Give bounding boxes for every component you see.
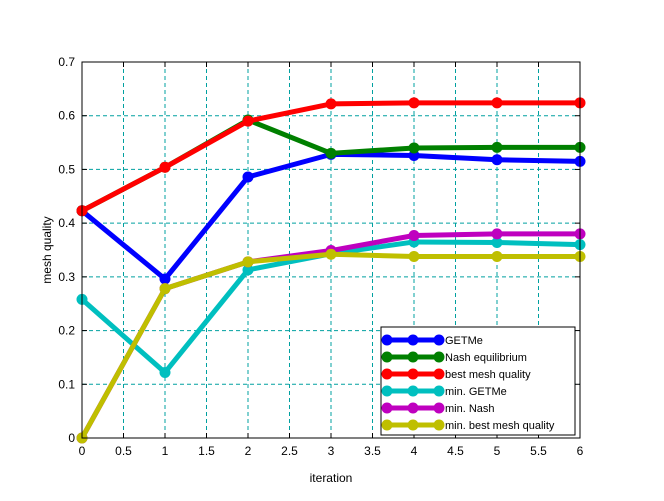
data-point bbox=[242, 264, 254, 276]
data-point bbox=[242, 171, 254, 183]
x-tick-label: 3 bbox=[328, 444, 335, 458]
x-tick-label: 3.5 bbox=[364, 444, 381, 458]
x-tick-label: 2 bbox=[245, 444, 252, 458]
data-point bbox=[325, 147, 337, 159]
legend-swatch-marker bbox=[433, 351, 445, 363]
x-tick-label: 1.5 bbox=[198, 444, 215, 458]
x-tick-label: 5.5 bbox=[530, 444, 547, 458]
x-tick-label: 4 bbox=[411, 444, 418, 458]
y-tick-label: 0.1 bbox=[58, 377, 75, 391]
legend-label: Nash equilibrium bbox=[445, 352, 527, 364]
y-tick-label: 0 bbox=[68, 431, 75, 445]
legend-entry: min. best mesh quality bbox=[381, 419, 555, 432]
legend-swatch-marker bbox=[433, 368, 445, 380]
legend-entry: best mesh quality bbox=[381, 368, 531, 381]
legend-swatch-marker bbox=[381, 419, 393, 431]
data-point bbox=[159, 366, 171, 378]
x-tick-label: 2.5 bbox=[281, 444, 298, 458]
legend-swatch-marker bbox=[407, 368, 419, 380]
x-tick-labels: 0 0.5 1 1.5 2 2.5 3 3.5 4 4.5 5 5.5 6 bbox=[79, 444, 584, 458]
data-point bbox=[408, 149, 420, 161]
x-tick-label: 1 bbox=[162, 444, 169, 458]
legend-swatch-marker bbox=[381, 351, 393, 363]
data-point bbox=[491, 154, 503, 166]
legend-entry: GETMe bbox=[381, 334, 483, 347]
x-tick-label: 4.5 bbox=[447, 444, 464, 458]
data-point bbox=[159, 161, 171, 173]
data-point bbox=[491, 250, 503, 262]
legend-swatch-marker bbox=[407, 402, 419, 414]
legend-swatch-marker bbox=[407, 385, 419, 397]
data-point bbox=[159, 283, 171, 295]
x-tick-label: 6 bbox=[577, 444, 584, 458]
series-layer bbox=[76, 97, 586, 444]
data-point bbox=[408, 142, 420, 154]
data-point bbox=[242, 256, 254, 268]
legend: GETMe Nash equilibrium best mesh quality mi… bbox=[380, 326, 576, 436]
data-point bbox=[408, 97, 420, 109]
legend-swatch-marker bbox=[381, 385, 393, 397]
data-point bbox=[491, 141, 503, 153]
legend-label: GETMe bbox=[445, 335, 483, 347]
data-point bbox=[408, 250, 420, 262]
legend-label: min. Nash bbox=[445, 403, 495, 415]
y-tick-labels: 0 0.1 0.2 0.3 0.4 0.5 0.6 0.7 bbox=[58, 55, 75, 445]
legend-swatch-marker bbox=[381, 402, 393, 414]
data-point bbox=[491, 236, 503, 248]
legend-swatch-marker bbox=[433, 419, 445, 431]
legend-swatch-marker bbox=[381, 334, 393, 346]
data-point bbox=[491, 228, 503, 240]
x-tick-label: 0.5 bbox=[115, 444, 132, 458]
legend-swatch-marker bbox=[433, 402, 445, 414]
y-tick-label: 0.3 bbox=[58, 270, 75, 284]
legend-swatch-marker bbox=[433, 385, 445, 397]
legend-swatch-marker bbox=[407, 351, 419, 363]
data-point bbox=[159, 273, 171, 285]
data-point bbox=[408, 229, 420, 241]
legend-swatch-marker bbox=[433, 334, 445, 346]
legend-entry: Nash equilibrium bbox=[381, 351, 527, 364]
legend-entry: min. GETMe bbox=[381, 385, 507, 398]
y-tick-label: 0.7 bbox=[58, 55, 75, 69]
legend-label: min. GETMe bbox=[445, 386, 507, 398]
x-axis-label: iteration bbox=[310, 471, 353, 485]
legend-swatch-marker bbox=[407, 419, 419, 431]
y-tick-label: 0.2 bbox=[58, 324, 75, 338]
legend-label: best mesh quality bbox=[445, 369, 531, 381]
legend-swatch-marker bbox=[381, 368, 393, 380]
data-point bbox=[242, 115, 254, 127]
legend-label: min. best mesh quality bbox=[445, 420, 555, 432]
y-axis-label: mesh quality bbox=[40, 216, 54, 283]
legend-swatch-marker bbox=[407, 334, 419, 346]
data-point bbox=[325, 248, 337, 260]
x-tick-label: 0 bbox=[79, 444, 86, 458]
y-tick-label: 0.5 bbox=[58, 162, 75, 176]
y-tick-label: 0.6 bbox=[58, 109, 75, 123]
data-point bbox=[325, 98, 337, 110]
series-min-best-mesh-quality bbox=[76, 248, 586, 444]
x-tick-label: 5 bbox=[494, 444, 501, 458]
legend-entry: min. Nash bbox=[381, 402, 495, 415]
data-point bbox=[491, 97, 503, 109]
y-tick-label: 0.4 bbox=[58, 216, 75, 230]
